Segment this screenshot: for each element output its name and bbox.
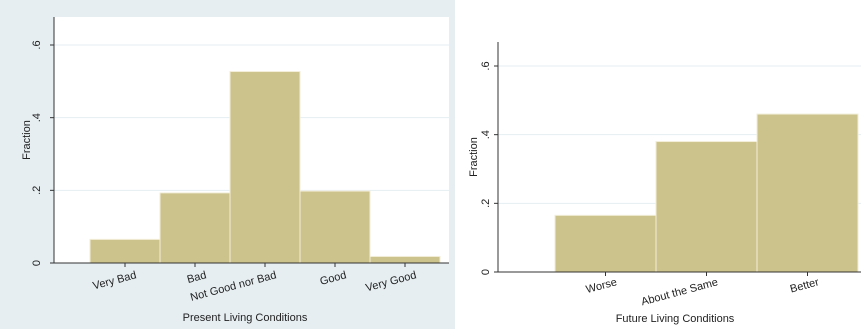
x-axis-title: Present Living Conditions — [183, 312, 308, 324]
bar-very-bad — [89, 238, 161, 264]
bar-better — [756, 113, 859, 273]
axis-ticks — [50, 44, 406, 267]
y-tick-label: 0 — [31, 260, 43, 266]
bar-very-good — [369, 255, 441, 264]
bar-about-the-same — [655, 141, 758, 273]
chart-panel-future: .6.4.20 Worse About the Same Better Fracti… — [458, 0, 861, 329]
y-tick-labels: .6 .4 .2 0 — [480, 61, 492, 275]
y-tick-label: .2 — [31, 186, 43, 195]
y-tick-label: .6 — [480, 61, 492, 70]
bar-not-good-nor-bad — [229, 71, 301, 264]
bar-bad — [159, 192, 231, 264]
y-tick-label: .4 — [31, 113, 43, 122]
y-tick-label: .2 — [480, 199, 492, 208]
y-tick-label: .4 — [480, 130, 492, 139]
bars — [89, 71, 441, 264]
y-axis-title: Fraction — [21, 120, 33, 160]
bar-good — [299, 190, 371, 264]
bar-worse — [554, 214, 657, 273]
x-tick-label: Bad — [186, 269, 208, 286]
x-axis-title: Future Living Conditions — [616, 313, 735, 325]
axis-ticks — [494, 65, 808, 276]
y-tick-labels: .6 .4 .2 0 — [31, 40, 43, 266]
bars — [554, 113, 859, 273]
y-tick-label: .6 — [31, 40, 43, 49]
y-axis-title: Fraction — [468, 137, 480, 177]
y-tick-label: 0 — [480, 269, 492, 275]
